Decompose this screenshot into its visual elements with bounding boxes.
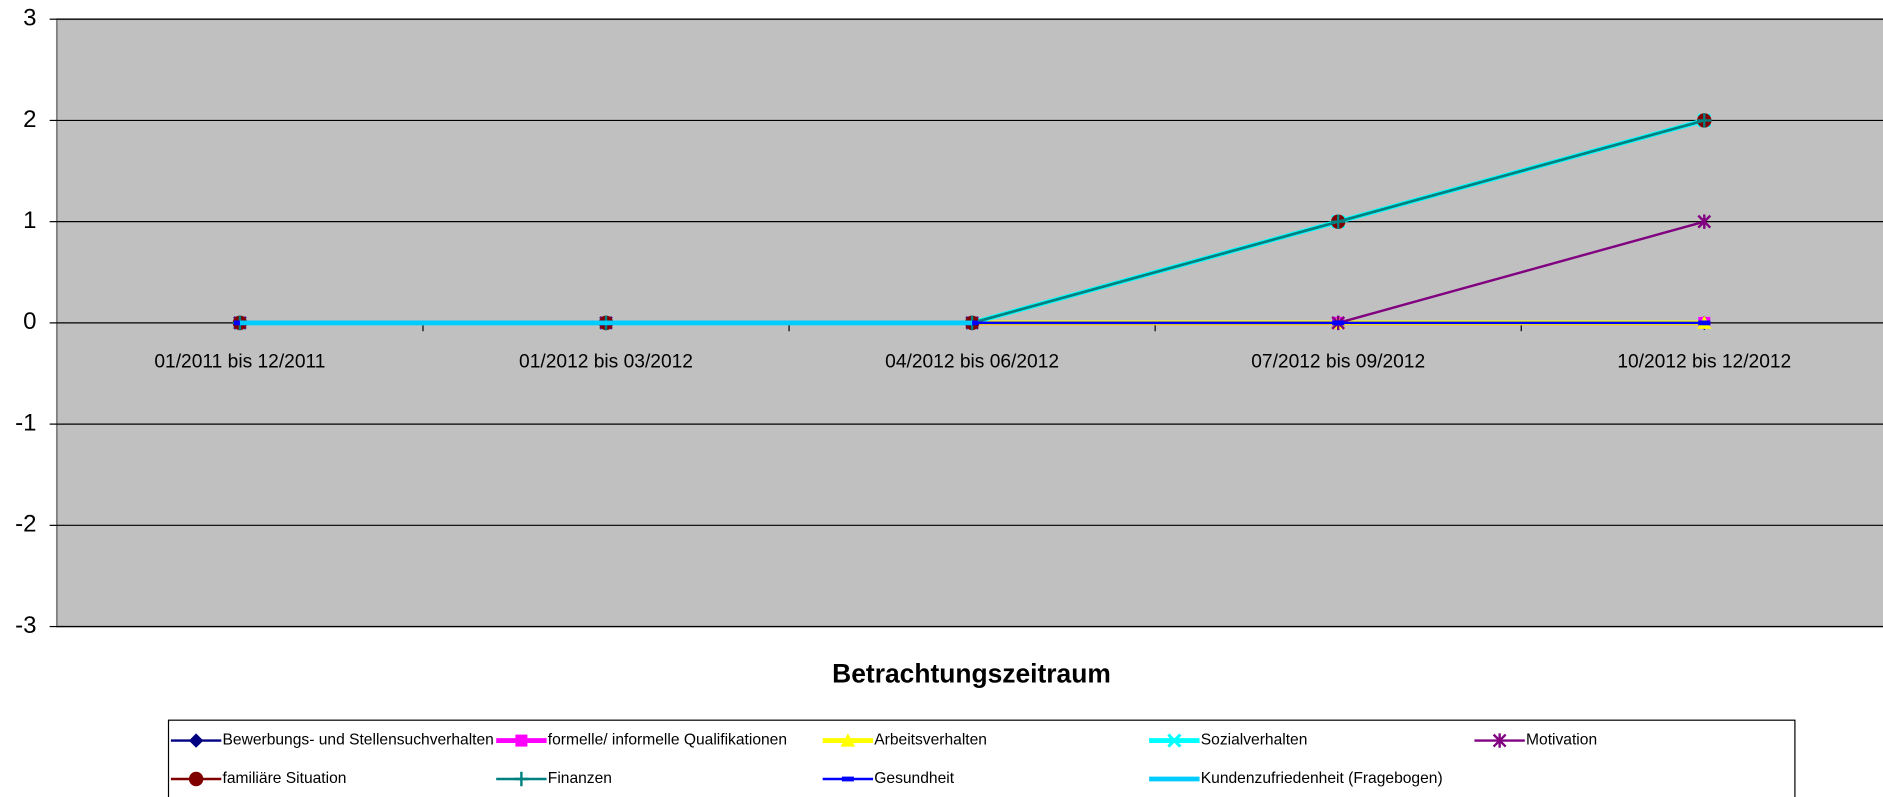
x-tick-label: 04/2012 bis 06/2012: [885, 352, 1059, 373]
marker: [1698, 320, 1711, 326]
y-tick-label: 1: [23, 207, 36, 234]
y-tick-label: 2: [23, 106, 36, 133]
y-tick-label: -2: [15, 511, 36, 538]
marker: [1167, 733, 1182, 748]
legend-label: Arbeitsverhalten: [874, 732, 987, 749]
marker: [1697, 214, 1712, 229]
marker: [840, 733, 856, 747]
marker: [1330, 214, 1346, 229]
y-tick-label: 3: [23, 5, 36, 32]
marker: [514, 771, 529, 787]
legend-label: Gesundheit: [874, 770, 954, 787]
legend-label: familiäre Situation: [223, 770, 347, 787]
legend-label: Motivation: [1526, 732, 1597, 749]
marker: [1697, 113, 1712, 128]
marker: [841, 776, 854, 782]
y-tick-label: -1: [15, 409, 36, 436]
x-axis-title: Betrachtungszeitraum: [832, 659, 1111, 689]
marker: [1332, 320, 1345, 326]
legend: [167, 719, 1796, 797]
y-tick-label: -3: [15, 612, 36, 639]
marker: [1492, 733, 1507, 748]
marker: [515, 734, 528, 747]
x-tick-label: 10/2012 bis 12/2012: [1617, 352, 1791, 373]
y-tick-label: 0: [23, 308, 36, 335]
marker: [188, 733, 204, 748]
legend-label: Finanzen: [548, 770, 612, 787]
legend-label: Sozialverhalten: [1201, 732, 1308, 749]
legend-label: Bewerbungs- und Stellensuchverhalten: [223, 732, 494, 749]
legend-label: formelle/ informelle Qualifikationen: [548, 732, 787, 749]
x-tick-label: 01/2011 bis 12/2011: [154, 352, 325, 373]
marker: [188, 771, 204, 787]
x-tick-label: 07/2012 bis 09/2012: [1251, 352, 1425, 373]
x-tick-label: 01/2012 bis 03/2012: [519, 352, 693, 373]
legend-label: Kundenzufriedenheit (Fragebogen): [1201, 770, 1443, 787]
